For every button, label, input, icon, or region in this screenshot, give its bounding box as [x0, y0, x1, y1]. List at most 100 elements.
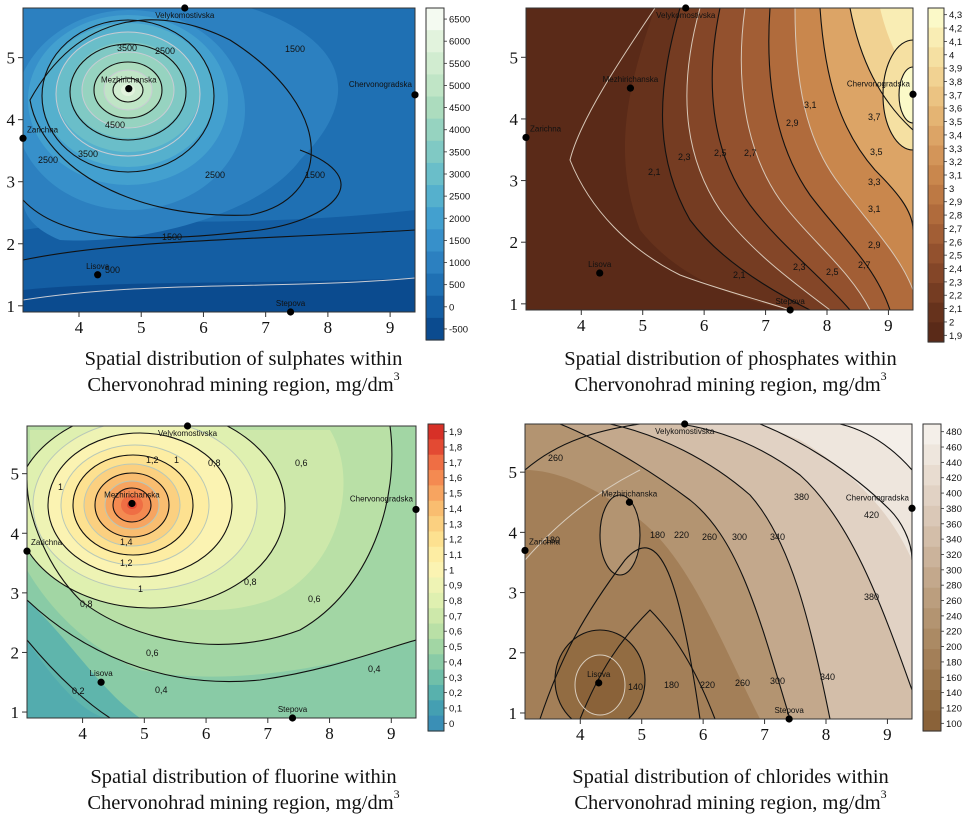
- colorbar-tick-label: 3500: [449, 147, 470, 158]
- colorbar-segment: [923, 690, 941, 712]
- well-marker: [909, 90, 917, 98]
- well-label: Mezhirichanska: [101, 76, 157, 85]
- colorbar-segment: [928, 86, 944, 107]
- colorbar-tick-label: 1500: [449, 236, 470, 247]
- colorbar-tick-label: 3000: [449, 170, 470, 181]
- colorbar-tick-label: 200: [946, 642, 962, 653]
- well-label: Lisova: [90, 669, 114, 678]
- caption-text: Chervonohrad mining region, mg/dm: [574, 374, 881, 396]
- colorbar-segment: [428, 700, 444, 717]
- colorbar-tick-label: 480: [946, 427, 962, 438]
- colorbar-segment: [923, 567, 941, 589]
- contour-label: 2500: [205, 170, 225, 180]
- caption-line: Spatial distribution of chlorides within: [572, 766, 889, 788]
- contour-label: 340: [820, 672, 835, 682]
- plot-frame: [22, 7, 416, 313]
- caption-phosphates: Spatial distribution of phosphates withi…: [487, 346, 974, 398]
- colorbar-segment: [428, 454, 444, 471]
- colorbar-tick-label: 5500: [449, 59, 470, 70]
- caption-fluorine: Spatial distribution of fluorine within …: [0, 764, 487, 816]
- colorbar-segment: [428, 485, 444, 502]
- colorbar-segment: [426, 273, 444, 297]
- colorbar-tick-label: 0,8: [449, 596, 462, 607]
- colorbar-tick-label: 4: [949, 50, 954, 61]
- wells-fluorine: Velykomostivska Mezhirichanska Chervonogra…: [23, 422, 420, 722]
- caption-superscript: 3: [880, 787, 887, 802]
- colorbar-tick-label: 0,1: [449, 703, 462, 714]
- contour-label: 0,6: [295, 458, 308, 468]
- well-marker: [125, 85, 133, 93]
- caption-text: Chervonohrad mining region, mg/dm: [87, 374, 394, 396]
- colorbar-segment: [928, 184, 944, 206]
- contour-label: 1,2: [120, 558, 133, 568]
- colorbar-segment: [923, 587, 941, 609]
- y-tick-label: 4: [509, 523, 518, 542]
- colorbar-tick-label: 3,7: [949, 90, 962, 101]
- colorbar-tick-label: 500: [449, 280, 465, 291]
- colorbar-tick-label: 0: [449, 719, 454, 730]
- panel-chlorides: 260 180 180 220 260 300 340 380 420 380 …: [509, 420, 962, 744]
- colorbar-segment: [428, 654, 444, 671]
- contour-label: 3,1: [868, 204, 881, 214]
- y-tick-label: 2: [11, 643, 20, 662]
- colorbar-tick-label: 320: [946, 550, 962, 561]
- contour-label: 1,4: [120, 537, 133, 547]
- colorbar-segment: [928, 263, 944, 284]
- colorbar-tick-label: 2,3: [949, 277, 962, 288]
- contour-label: 0,6: [308, 594, 321, 604]
- wells-sulphates: Velykomostivska Mezhirichanska Chervonogra…: [19, 4, 419, 316]
- colorbar-tick-label: 1: [449, 565, 454, 576]
- x-tick-label: 8: [823, 316, 832, 335]
- colorbar-tick-label: 0,5: [449, 642, 462, 653]
- contour-label: 2500: [38, 155, 58, 165]
- caption-superscript: 3: [393, 369, 400, 384]
- well-marker: [19, 134, 27, 142]
- contour-label: 420: [864, 510, 879, 520]
- colorbar-tick-label: 0,2: [449, 688, 462, 699]
- colorbar-tick-label: 160: [946, 673, 962, 684]
- well-marker: [786, 306, 794, 314]
- colorbar-segment: [923, 669, 941, 691]
- colorbar-tick-label: 0,7: [449, 611, 462, 622]
- colorbar-tick-label: 3,4: [949, 130, 962, 141]
- x-tick-label: 5: [140, 724, 149, 743]
- contour-label: 220: [700, 680, 715, 690]
- contour-label: 0,8: [80, 599, 93, 609]
- well-marker: [522, 133, 530, 142]
- contour-label: 2,7: [744, 148, 757, 158]
- caption-line: Spatial distribution of sulphates within: [84, 348, 403, 370]
- colorbar-segment: [923, 546, 941, 568]
- x-tick-label: 7: [264, 724, 273, 743]
- well-marker: [626, 84, 635, 92]
- panel-phosphates: 2,1 2,3 2,5 2,7 2,9 3,1 3,7 3,5 3,3 3,1 …: [510, 4, 962, 343]
- colorbar-tick-label: 240: [946, 611, 962, 622]
- colorbar-segment: [428, 669, 444, 686]
- colorbar-tick-label: 140: [946, 688, 962, 699]
- colorbar-segment: [928, 47, 944, 68]
- colorbar-segment: [428, 577, 444, 594]
- colorbar-tick-label: 0: [449, 302, 454, 313]
- colorbar-tick-label: 3: [949, 184, 954, 195]
- contour-label: 1: [58, 482, 63, 492]
- colorbar-chlorides: 480 460 440 420 400 380 360 340 320 300 280 260 240 2…: [922, 423, 962, 732]
- wells-chlorides: Velykomostivska Mezhirichanska Chervonogra…: [521, 420, 916, 723]
- colorbar-tick-label: 1,8: [449, 443, 462, 454]
- x-tick-label: 4: [576, 725, 585, 744]
- colorbar-tick-label: 5000: [449, 81, 470, 92]
- y-axis: 1 2 3 4 5: [509, 463, 525, 723]
- colorbar-phosphates: 4,3 4,2 4,1 4 3,9 3,8 3,7 3,6 3,5 3,4 3,3 3,2 3,1 3 2,…: [927, 7, 962, 343]
- colorbar-segment: [428, 546, 444, 563]
- plot-frame: [524, 423, 913, 720]
- colorbar-tick-label: 1,1: [449, 550, 462, 561]
- well-label: Velykomostivska: [656, 11, 716, 20]
- contour-map-sulphates: 4500 3500 2500 1500 3500 2500 1500 1500 …: [23, 8, 415, 312]
- x-tick-label: 6: [699, 725, 708, 744]
- colorbar-tick-label: 4,2: [949, 24, 962, 35]
- colorbar-segment: [928, 8, 944, 29]
- well-marker: [412, 505, 420, 514]
- well-label: Zarichna: [529, 537, 561, 546]
- x-tick-label: 9: [387, 724, 396, 743]
- well-marker: [681, 420, 689, 428]
- colorbar-tick-label: 340: [946, 535, 962, 546]
- colorbar-tick-label: 4000: [449, 125, 470, 136]
